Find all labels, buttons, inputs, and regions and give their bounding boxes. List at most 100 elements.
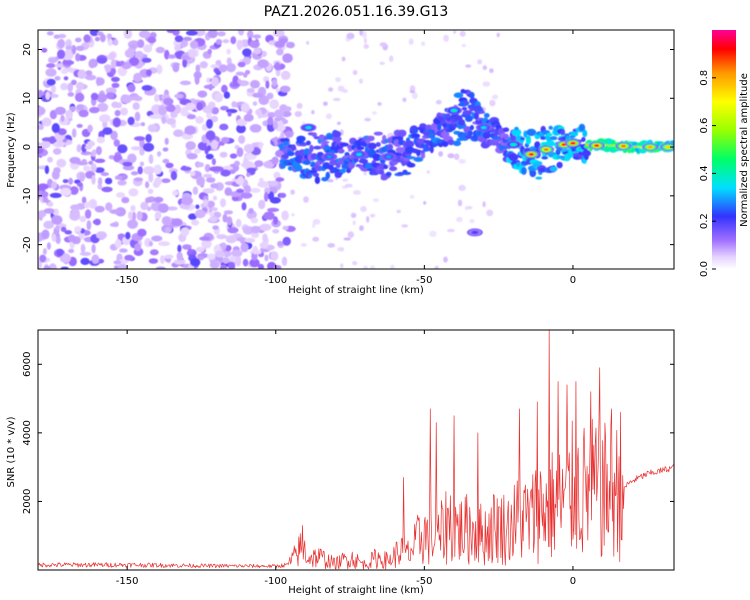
heatmap-cell [62,179,69,184]
heatmap-cell [69,106,76,112]
heatmap-cell [453,92,464,98]
heatmap-cell [211,158,216,166]
heatmap-cell [540,136,547,140]
heatmap-cell [457,199,463,207]
heatmap-cell [120,107,128,116]
heatmap-cell [581,149,591,157]
heatmap-hotspot [570,141,576,145]
heatmap-cell [100,172,109,177]
heatmap-cell [75,45,85,51]
snr-panel: -150 -100 -50 0 2000 4000 6000 Height of stra… [6,329,675,596]
heatmap-cell [102,127,113,135]
heatmap-cell [47,57,58,63]
heatmap-cell [238,135,246,144]
heatmap-cell [190,258,201,267]
heatmap-cell [413,157,424,162]
heatmap-cell [206,177,216,183]
heatmap-cell [275,177,285,182]
heatmap-cell [47,156,53,163]
heatmap-cell [94,205,105,213]
heatmap-cell [180,227,190,237]
heatmap-cell [80,257,90,265]
heatmap-cell [154,176,162,186]
heatmap-cell [564,133,570,137]
heatmap-cell [196,255,205,261]
heatmap-cell [71,79,77,86]
heatmap-cell [234,160,240,167]
heatmap-cell [385,171,392,177]
heatmap-cell [226,48,231,55]
heatmap-cell [84,74,97,81]
heatmap-cell [170,111,178,119]
heatmap-cell [109,209,122,215]
heatmap-cell [190,171,196,177]
heatmap-cell [267,207,280,212]
heatmap-cell [91,175,96,185]
heatmap-cell [166,206,178,211]
heatmap-cell [222,257,230,264]
heatmap-cell [290,189,295,195]
heatmap-cell [85,70,93,76]
heatmap-cell [41,229,50,240]
heatmap-cell [211,139,219,150]
heatmap-cell [281,256,288,266]
heatmap-cell [420,153,426,159]
heatmap-cell [127,211,133,220]
heatmap-cell [80,243,86,254]
heatmap-cell [252,92,263,98]
heatmap-cell [438,151,443,157]
heatmap-cell [192,186,199,195]
heatmap-cell [203,84,216,90]
heatmap-cell [582,129,588,138]
heatmap-cell [465,135,473,139]
heatmap-cell [57,49,66,60]
heatmap-cell [271,78,278,87]
heatmap-hotspot [481,126,487,129]
heatmap-cell [224,187,233,196]
heatmap-cell [264,191,269,202]
heatmap-cell [332,97,341,102]
heatmap-cell [40,191,49,198]
heatmap-cell [206,77,212,84]
heatmap-cell [133,177,144,182]
heatmap-cell [130,44,136,49]
heatmap-cell [185,141,196,151]
heatmap-cell [226,63,236,73]
y-tick-label: 20 [22,43,33,56]
heatmap-cell [284,130,293,138]
heatmap-cell [421,41,426,46]
colorbar-ticks: 0.0 0.2 0.4 0.6 0.8 [699,70,716,277]
heatmap-cell [416,151,421,157]
y-tick-label: 6000 [22,352,33,377]
heatmap-cell [56,142,66,147]
heatmap-cell [373,131,383,136]
spectrogram-y-label: Frequency (Hz) [6,112,17,188]
heatmap-cell [311,132,317,138]
heatmap-cell [51,123,60,133]
heatmap-cell [208,216,218,223]
heatmap-cell [360,206,367,212]
heatmap-cell [56,248,64,257]
heatmap-cell [38,147,44,154]
heatmap-cell [341,162,350,170]
heatmap-cell [366,216,370,223]
x-tick-label: 0 [570,275,576,286]
heatmap-cell [38,183,49,190]
heatmap-cell [314,176,321,185]
heatmap-cell [301,143,307,147]
heatmap-cell [469,91,475,99]
heatmap-cell [113,139,121,147]
heatmap-cell [203,173,213,178]
heatmap-cell [337,247,341,252]
heatmap-cell [347,231,354,239]
heatmap-cell [134,243,142,252]
heatmap-cell [75,37,82,43]
heatmap-cell [236,118,248,127]
colorbar: 0.0 0.2 0.4 0.6 0.8 Normalized spectral ampl… [699,30,750,277]
heatmap-cell [162,158,170,164]
heatmap-cell [396,209,401,214]
heatmap-cell [88,160,94,165]
heatmap-cell [196,176,206,187]
heatmap-cell [112,117,122,128]
